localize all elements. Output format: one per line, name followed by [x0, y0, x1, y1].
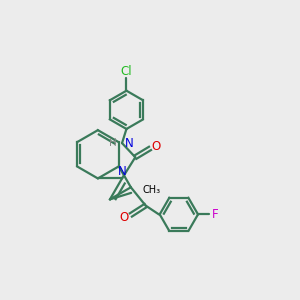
Text: O: O — [120, 211, 129, 224]
Text: N: N — [124, 136, 133, 150]
Text: CH₃: CH₃ — [142, 185, 160, 195]
Text: Cl: Cl — [121, 65, 132, 78]
Text: H: H — [109, 138, 117, 148]
Text: O: O — [152, 140, 161, 153]
Text: N: N — [118, 165, 127, 178]
Text: F: F — [212, 208, 219, 221]
